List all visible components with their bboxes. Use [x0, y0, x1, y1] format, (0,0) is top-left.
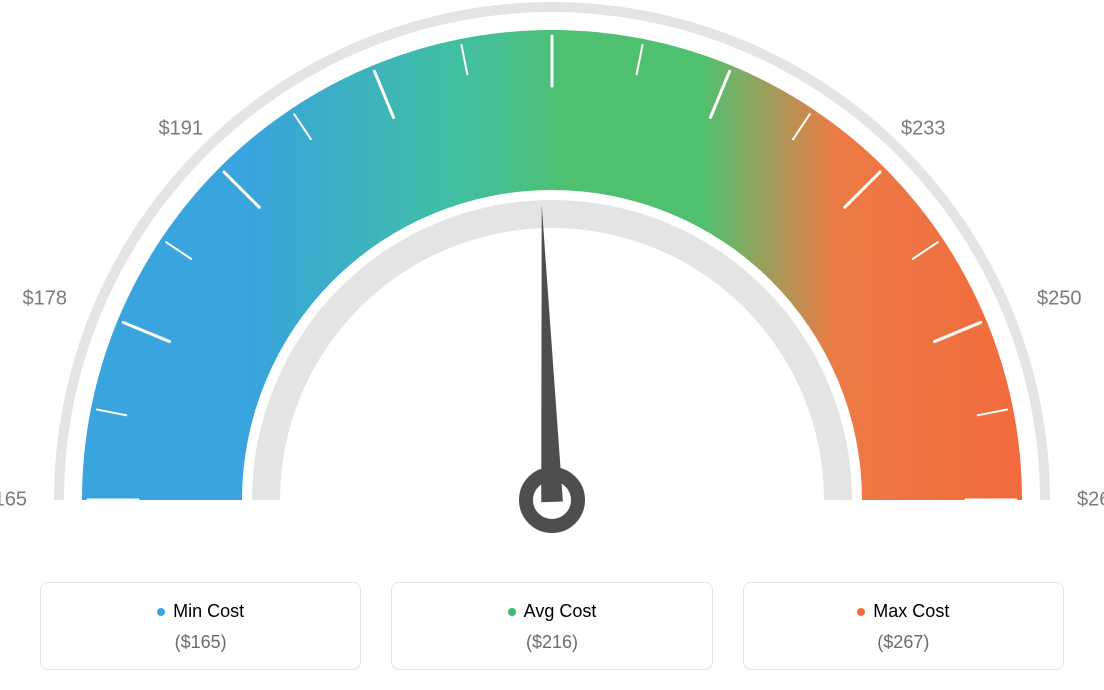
legend-card-min: Min Cost ($165) — [40, 582, 361, 670]
legend-card-avg: Avg Cost ($216) — [391, 582, 712, 670]
legend-title-min: Min Cost — [157, 601, 244, 622]
legend-title-avg: Avg Cost — [508, 601, 597, 622]
dot-icon — [857, 608, 865, 616]
legend-row: Min Cost ($165) Avg Cost ($216) Max Cost… — [0, 582, 1104, 670]
gauge-tick-label: $250 — [1037, 288, 1082, 311]
gauge-tick-label: $267 — [1077, 489, 1104, 512]
gauge-tick-label: $191 — [159, 117, 204, 140]
dot-icon — [508, 608, 516, 616]
gauge-area: $165$178$191$216$233$250$267 — [0, 0, 1104, 560]
chart-container: $165$178$191$216$233$250$267 Min Cost ($… — [0, 0, 1104, 690]
gauge-svg — [0, 0, 1104, 560]
legend-title-max: Max Cost — [857, 601, 949, 622]
legend-card-max: Max Cost ($267) — [743, 582, 1064, 670]
legend-label: Min Cost — [173, 601, 244, 622]
legend-value-avg: ($216) — [402, 632, 701, 653]
legend-value-max: ($267) — [754, 632, 1053, 653]
legend-label: Avg Cost — [524, 601, 597, 622]
gauge-tick-label: $233 — [901, 117, 946, 140]
gauge-tick-label: $178 — [22, 288, 67, 311]
legend-label: Max Cost — [873, 601, 949, 622]
dot-icon — [157, 608, 165, 616]
legend-value-min: ($165) — [51, 632, 350, 653]
gauge-tick-label: $165 — [0, 489, 27, 512]
